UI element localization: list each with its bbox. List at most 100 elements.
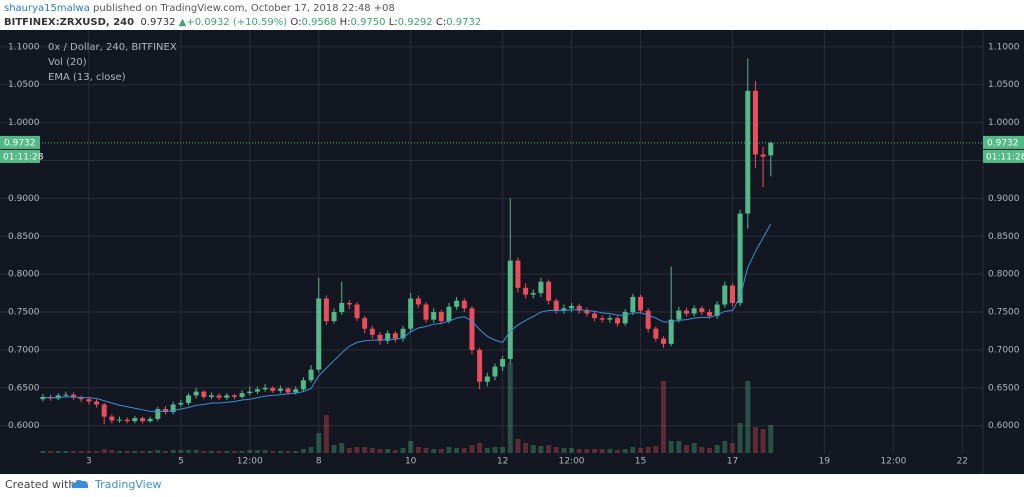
candle-body — [216, 395, 222, 398]
volume-bar — [124, 451, 130, 453]
y-tick-label: 0.8000 — [988, 270, 1020, 280]
volume-bar — [622, 449, 628, 453]
volume-bar — [400, 448, 406, 453]
y-tick-label: 0.7000 — [988, 345, 1020, 355]
volume-bar — [48, 451, 54, 453]
candle-body — [55, 395, 61, 399]
candle-body — [392, 333, 398, 339]
y-tick-label: 1.0500 — [988, 80, 1020, 90]
candle-body — [454, 300, 460, 307]
volume-bar — [630, 447, 636, 453]
candle-body — [438, 312, 444, 322]
candle-body — [538, 281, 544, 294]
x-tick-label: 15 — [635, 457, 646, 467]
candle-body — [745, 90, 751, 214]
volume-bar — [94, 451, 100, 453]
x-tick-label: 12:00 — [559, 457, 585, 467]
candle-body — [714, 304, 720, 316]
brand[interactable]: TradingView — [95, 478, 162, 491]
candle-body — [760, 154, 766, 157]
candle-body — [224, 395, 230, 398]
volume-bar — [768, 425, 774, 453]
volume-bar — [569, 448, 575, 453]
candle-body — [400, 328, 406, 339]
candle-body — [300, 380, 306, 390]
candle-body — [201, 391, 207, 397]
candle-body — [140, 418, 146, 422]
candle-body — [446, 306, 452, 322]
volume-bar — [492, 447, 498, 453]
candle-body — [362, 318, 368, 329]
y-tick-label: 1.0000 — [988, 118, 1020, 128]
candle-body — [584, 310, 590, 314]
candle-body — [737, 213, 743, 303]
candle-body — [622, 312, 628, 324]
y-tick-label: 0.8000 — [8, 270, 40, 280]
candle-body — [277, 388, 283, 391]
volume-bar — [706, 448, 712, 453]
candle-body — [254, 389, 260, 392]
volume-bar — [331, 445, 337, 453]
candle-body — [408, 298, 414, 329]
volume-bar — [346, 448, 352, 453]
candle-body — [109, 416, 115, 421]
volume-bar — [277, 451, 283, 453]
volume-bar — [454, 448, 460, 453]
y-tick-label: 0.6500 — [988, 383, 1020, 393]
candle-body — [94, 401, 100, 405]
volume-bar — [714, 445, 720, 453]
volume-bar — [101, 449, 107, 453]
volume-bar — [729, 443, 735, 453]
volume-bar — [117, 451, 123, 453]
volume-bar — [300, 449, 306, 453]
candle-body — [484, 376, 490, 382]
candle-body — [247, 391, 253, 394]
y-tick-label: 0.7500 — [988, 308, 1020, 318]
author[interactable]: shaurya15malwa — [4, 3, 90, 14]
countdown-label: 01:11:28 — [3, 152, 44, 162]
candle-body — [431, 312, 437, 320]
volume-bar — [500, 447, 506, 453]
volume-bar — [170, 450, 176, 453]
candle-body — [615, 318, 621, 324]
candle-body — [270, 387, 276, 391]
x-tick-label: 10 — [405, 457, 417, 467]
candle-body — [691, 308, 697, 314]
candle-body — [208, 395, 214, 397]
ohlc-label: O: — [290, 17, 302, 28]
candle-body — [546, 281, 552, 301]
volume-bar — [661, 381, 667, 453]
x-tick-label: 19 — [819, 457, 831, 467]
price-tag-label: 0.9732 — [987, 138, 1019, 148]
volume-bar — [607, 449, 613, 453]
change: ▲+0.0932 (+10.59%) — [178, 17, 288, 28]
volume-bar — [446, 447, 452, 453]
candle-body — [178, 402, 184, 405]
volume-bar — [201, 451, 207, 453]
candle-body — [477, 349, 483, 382]
candle-body — [507, 260, 513, 360]
candle-body — [170, 404, 176, 413]
candle-body — [354, 304, 360, 319]
volume-bar — [638, 448, 644, 453]
volume-bar — [254, 450, 260, 453]
volume-bar — [699, 447, 705, 453]
volume-bar — [745, 381, 751, 453]
volume-bar — [293, 451, 299, 453]
ohlc-label: L: — [388, 17, 398, 28]
volume-bar — [599, 449, 605, 453]
volume-bar — [683, 445, 689, 453]
symbol: BITFINEX:ZRXUSD, 240 — [4, 17, 135, 28]
candle-body — [530, 293, 536, 295]
candle-body — [752, 90, 758, 155]
ohlc-value: 0.9292 — [397, 17, 433, 28]
volume-bar — [231, 451, 237, 453]
countdown-tag — [983, 149, 1024, 163]
candle-body — [630, 296, 636, 313]
candle-body — [101, 404, 107, 417]
y-tick-label: 0.7500 — [8, 308, 40, 318]
volume-bar — [538, 446, 544, 453]
candle-body — [185, 395, 191, 403]
chart: 0.6000 0.6000 0.6500 0.6500 0.7000 0.7000 0.75… — [0, 30, 1024, 474]
ema-line — [42, 223, 772, 412]
